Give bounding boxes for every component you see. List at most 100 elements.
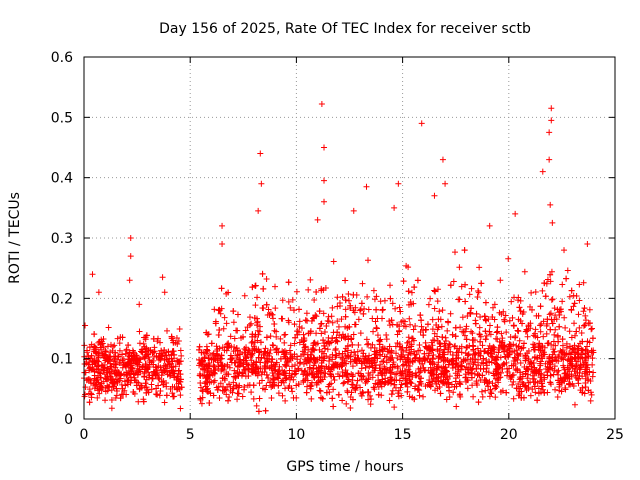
data-point [95,289,102,296]
data-point [584,371,591,378]
data-point [350,331,357,338]
data-point [424,321,431,328]
data-point [578,351,585,358]
data-point [586,306,593,313]
data-point [177,376,184,383]
data-point [525,379,532,386]
data-point [119,351,126,358]
data-point [322,370,329,377]
data-point [139,363,146,370]
axis-ticks [83,56,616,420]
data-point [484,380,491,387]
data-point [510,395,517,402]
data-point [392,305,399,312]
data-point [549,351,556,358]
data-point [333,361,340,368]
data-point [444,327,451,334]
data-point [297,359,304,366]
data-point [502,312,509,319]
data-point [137,356,144,363]
data-point [571,332,578,339]
data-point [331,377,338,384]
data-point [217,356,224,363]
data-point [475,399,482,406]
data-point [198,400,205,407]
data-point [546,129,553,136]
data-point [154,367,161,374]
data-point [291,367,298,374]
data-point [235,390,242,397]
data-point [547,310,554,317]
data-point [478,388,485,395]
data-point [531,383,538,390]
data-point [310,315,317,322]
data-point [517,369,524,376]
data-point [283,374,290,381]
data-point [270,342,277,349]
data-point [360,389,367,396]
data-point [137,368,144,375]
data-point [86,359,93,366]
data-point [231,359,238,366]
data-point [528,306,535,313]
data-point [380,357,387,364]
data-point [217,380,224,387]
data-point [173,386,180,393]
data-point [371,359,378,366]
data-point [482,336,489,343]
data-point [559,336,566,343]
data-point [376,379,383,386]
data-point [324,317,331,324]
data-point [196,356,203,363]
data-point [339,359,346,366]
data-point [227,352,234,359]
data-point [260,351,267,358]
data-point [277,335,284,342]
data-point [111,342,118,349]
data-point [436,353,443,360]
data-point [344,387,351,394]
data-point [532,326,539,333]
data-point [508,373,515,380]
data-point [248,320,255,327]
data-point [578,329,585,336]
data-point [258,180,265,187]
data-point [344,372,351,379]
data-point [579,389,586,396]
data-point [546,311,553,318]
data-point [386,368,393,375]
data-point [543,322,550,329]
data-point [584,338,591,345]
data-point [234,396,241,403]
data-point [517,297,524,304]
data-point [386,322,393,329]
data-point [310,346,317,353]
data-point [359,280,366,287]
data-point [408,289,415,296]
data-point [289,296,296,303]
data-point [445,384,452,391]
data-point [407,321,414,328]
data-point [462,281,469,288]
data-point [302,317,309,324]
data-point [575,311,582,318]
data-point [582,312,589,319]
data-point [95,339,102,346]
data-point [307,276,314,283]
data-point [377,298,384,305]
data-point [97,344,104,351]
data-point [132,377,139,384]
data-point [222,371,229,378]
data-point [212,320,219,327]
data-point [264,363,271,370]
data-point [547,271,554,278]
data-point [159,369,166,376]
data-point [520,344,527,351]
data-point [458,283,465,290]
data-point [575,376,582,383]
data-point [206,360,213,367]
data-point [116,347,123,354]
data-point [141,366,148,373]
data-point [532,289,539,296]
data-point [308,379,315,386]
